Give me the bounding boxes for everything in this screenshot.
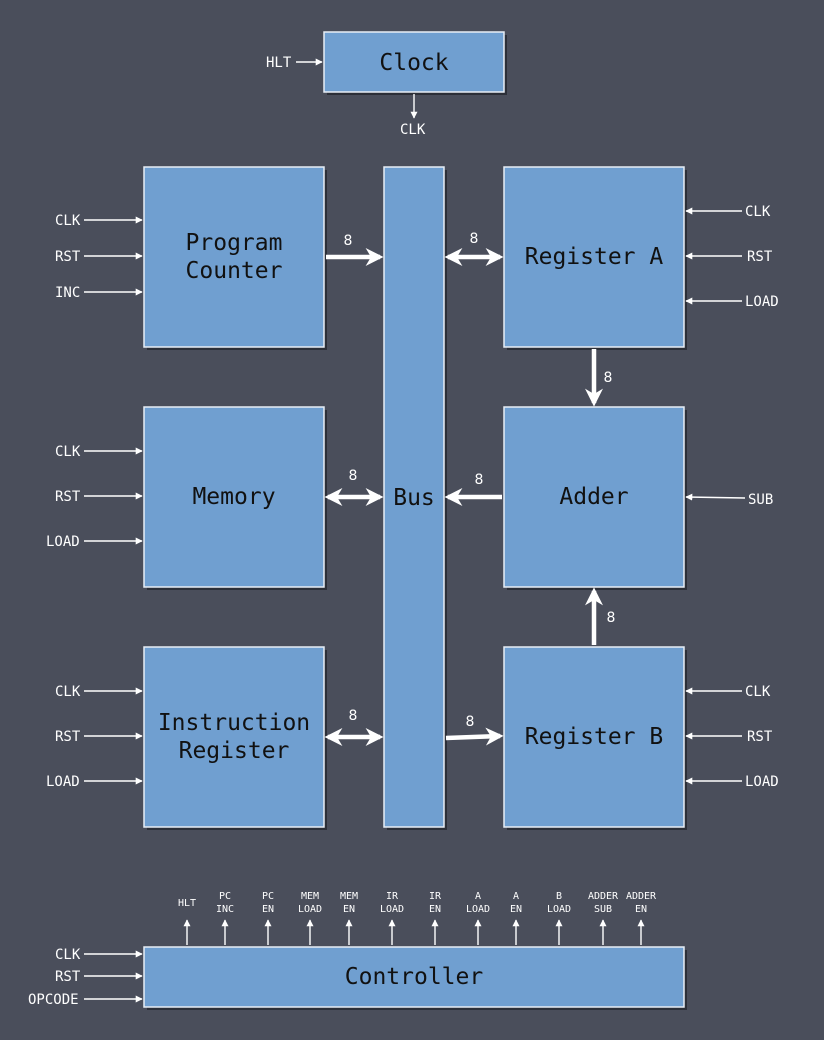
ctrl-out-adder-en-label-2: EN xyxy=(635,904,647,915)
ctrl-out-adder-sub-label-1: ADDER xyxy=(588,891,619,902)
program-counter-label-line2: Counter xyxy=(186,258,283,284)
instruction-register-inputs: CLK RST LOAD xyxy=(46,684,143,790)
ctrl-out-ir-load-label-1: IR xyxy=(386,891,399,902)
ra-load-label: LOAD xyxy=(745,294,779,310)
rb-load-label: LOAD xyxy=(745,774,779,790)
register-a-inputs: CLK RST LOAD xyxy=(685,204,779,310)
adder-label: Adder xyxy=(559,484,628,510)
ctrl-rst-label: RST xyxy=(55,969,81,985)
ctrl-out-mem-load-label-2: LOAD xyxy=(298,904,322,915)
pc-clk-label: CLK xyxy=(55,213,81,229)
adder-sub-label: SUB xyxy=(748,492,773,508)
adder-sub-arrow xyxy=(685,493,746,501)
instruction-register-label-line2: Register xyxy=(179,738,290,764)
ir-load-label: LOAD xyxy=(46,774,80,790)
pc-inc-label: INC xyxy=(55,285,80,301)
ctrl-out-ir-en-label-2: EN xyxy=(429,904,441,915)
controller-block: Controller xyxy=(143,946,685,1008)
adder-inputs: SUB xyxy=(685,492,773,508)
clock-label: Clock xyxy=(379,50,448,76)
register-a-label: Register A xyxy=(525,244,664,270)
ctrl-clk-label: CLK xyxy=(55,947,81,963)
mem-load-label: LOAD xyxy=(46,534,80,550)
adder-bus-width: 8 xyxy=(475,472,484,488)
clock-signals: HLT CLK xyxy=(266,55,426,138)
ra-clk-label: CLK xyxy=(745,204,771,220)
program-counter-inputs: CLK RST INC xyxy=(55,213,143,301)
pc-bus-width: 8 xyxy=(344,233,353,249)
ctrl-out-a-en-label-2: EN xyxy=(510,904,522,915)
ctrl-out-b-load-label-2: LOAD xyxy=(547,904,571,915)
instruction-register-label-line1: Instruction xyxy=(158,710,310,736)
ctrl-out-a-en-label-1: A xyxy=(513,891,519,902)
ctrl-out-adder-en-label-1: ADDER xyxy=(626,891,657,902)
ra-bus-width: 8 xyxy=(470,231,479,247)
bus-to-register-b-arrow xyxy=(445,727,504,746)
bus-connections: 8 8 8 8 8 8 8 8 xyxy=(324,231,616,746)
ra-rst-label: RST xyxy=(747,249,773,265)
program-counter-block: Program Counter xyxy=(143,166,325,348)
ctrl-out-ir-en-label-1: IR xyxy=(429,891,442,902)
ctrl-out-pc-en-label-2: EN xyxy=(262,904,274,915)
ctrl-out-mem-en-label-2: EN xyxy=(343,904,355,915)
rb-bus-width: 8 xyxy=(466,714,475,730)
register-b-label: Register B xyxy=(525,724,663,750)
register-b-block: Register B xyxy=(503,646,685,828)
bus-label: Bus xyxy=(393,485,435,511)
ctrl-out-pc-inc-label-2: INC xyxy=(216,904,234,915)
ctrl-out-a-load-label-2: LOAD xyxy=(466,904,490,915)
ctrl-out-pc-en-label-1: PC xyxy=(262,891,274,902)
memory-label: Memory xyxy=(192,484,275,510)
controller-inputs: CLK RST OPCODE xyxy=(28,947,143,1008)
ctrl-out-pc-inc-label-1: PC xyxy=(219,891,231,902)
mem-rst-label: RST xyxy=(55,489,81,505)
register-b-inputs: CLK RST LOAD xyxy=(685,684,779,790)
ctrl-out-adder-sub-label-2: SUB xyxy=(594,904,612,915)
pc-rst-label: RST xyxy=(55,249,81,265)
ir-clk-label: CLK xyxy=(55,684,81,700)
memory-inputs: CLK RST LOAD xyxy=(46,444,143,550)
ra-adder-width: 8 xyxy=(604,370,613,386)
mem-clk-label: CLK xyxy=(55,444,81,460)
rb-adder-width: 8 xyxy=(607,610,616,626)
clock-block: Clock xyxy=(323,31,505,93)
ctrl-out-a-load-label-1: A xyxy=(475,891,481,902)
memory-block: Memory xyxy=(143,406,325,588)
instruction-register-block: Instruction Register xyxy=(143,646,325,828)
bus-block: Bus xyxy=(383,166,445,828)
ctrl-out-ir-load-label-2: LOAD xyxy=(380,904,404,915)
rb-clk-label: CLK xyxy=(745,684,771,700)
ctrl-out-b-load-label-1: B xyxy=(556,891,562,902)
clock-out-label: CLK xyxy=(400,122,426,138)
controller-outputs: HLT PC INC PC EN MEM LOAD MEM EN IR LOAD IR EN A LOAD A… xyxy=(178,891,657,945)
clock-hlt-label: HLT xyxy=(266,55,292,71)
rb-rst-label: RST xyxy=(747,729,773,745)
ir-bus-width: 8 xyxy=(349,708,358,724)
ctrl-out-hlt-label-1: HLT xyxy=(178,898,196,909)
mem-bus-width: 8 xyxy=(349,468,358,484)
ctrl-out-mem-en-label-1: MEM xyxy=(340,891,358,902)
controller-label: Controller xyxy=(345,964,483,990)
program-counter-label-line1: Program xyxy=(186,230,283,256)
adder-block: Adder xyxy=(503,406,685,588)
register-a-block: Register A xyxy=(503,166,685,348)
ctrl-opcode-label: OPCODE xyxy=(28,992,79,1008)
ctrl-out-mem-load-label-1: MEM xyxy=(301,891,319,902)
ir-rst-label: RST xyxy=(55,729,81,745)
